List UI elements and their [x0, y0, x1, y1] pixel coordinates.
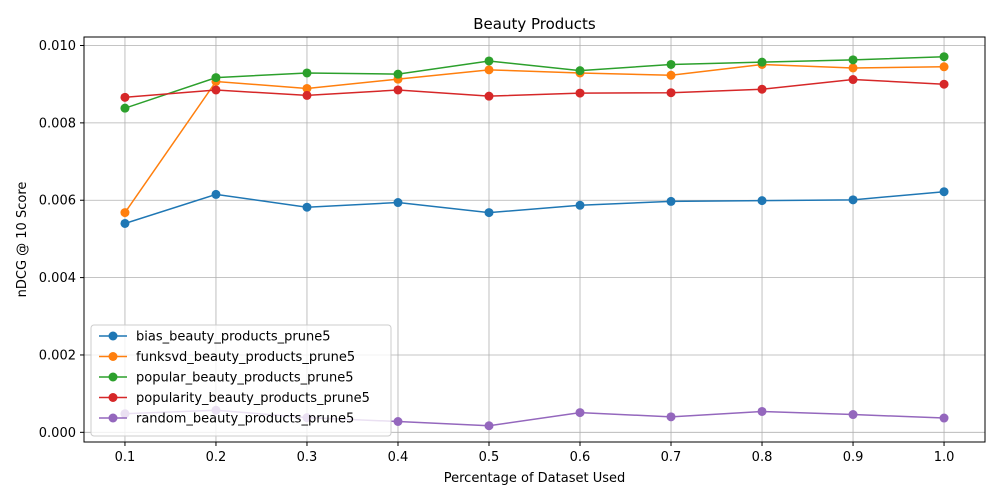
legend-box: [90, 324, 392, 437]
data-point: [848, 55, 858, 65]
data-point: [939, 52, 949, 62]
plot-frame: [83, 36, 986, 443]
legend-marker: [108, 352, 118, 361]
legend-item: random_beauty_products_prune5: [99, 412, 354, 427]
legend-label: funksvd_beauty_products_prune5: [136, 350, 355, 365]
legend-marker: [108, 393, 118, 402]
data-point: [484, 56, 494, 66]
series-line: [124, 63, 945, 214]
data-point: [757, 196, 767, 206]
legend-item: popularity_beauty_products_prune5: [99, 391, 370, 406]
data-point: [302, 202, 312, 212]
data-point: [939, 187, 949, 197]
data-point: [757, 57, 767, 67]
data-point: [848, 75, 858, 85]
x-tick-label: 0.8: [752, 450, 773, 465]
data-point: [484, 91, 494, 101]
data-point: [848, 63, 858, 73]
series-line: [124, 190, 945, 225]
data-point: [666, 88, 676, 98]
data-point: [939, 79, 949, 89]
legend-label: bias_beauty_products_prune5: [136, 330, 330, 345]
y-tick-label: 0.000: [39, 426, 76, 441]
data-point: [302, 90, 312, 100]
x-tick-label: 0.2: [206, 450, 227, 465]
x-tick-label: 0.7: [661, 450, 682, 465]
data-point: [666, 59, 676, 69]
x-tick-label: 0.6: [570, 450, 591, 465]
data-point: [120, 103, 130, 113]
x-axis-label: Percentage of Dataset Used: [444, 471, 626, 486]
data-point: [757, 84, 767, 94]
series-popular_beauty_products_prune5: [120, 52, 949, 113]
x-tick-label: 0.4: [388, 450, 409, 465]
y-tick-label: 0.010: [39, 39, 76, 54]
legend: bias_beauty_products_prune5 funksvd_beaut…: [90, 324, 392, 437]
legend-label: popularity_beauty_products_prune5: [136, 391, 370, 406]
x-axis: 0.1 0.2 0.3 0.4 0.5 0.6 0.7 0.8 0.9 1.0: [115, 442, 955, 465]
series-popularity_beauty_products_prune5: [120, 75, 949, 102]
data-point: [393, 198, 403, 208]
series-line: [124, 78, 945, 99]
data-point: [120, 208, 130, 218]
data-point: [211, 85, 221, 95]
data-point: [302, 68, 312, 78]
legend-item: funksvd_beauty_products_prune5: [99, 350, 355, 365]
data-point: [211, 73, 221, 83]
legend-marker: [108, 413, 118, 423]
data-point: [120, 92, 130, 102]
data-point: [575, 200, 585, 210]
data-point: [211, 189, 221, 199]
data-point: [666, 196, 676, 206]
y-axis-label: nDCG @ 10 Score: [15, 182, 30, 298]
data-point: [757, 406, 767, 416]
series-line: [124, 55, 945, 109]
data-point: [575, 408, 585, 418]
series-bias_beauty_products_prune5: [120, 187, 949, 228]
y-tick-label: 0.002: [39, 348, 76, 363]
y-tick-label: 0.004: [39, 271, 76, 286]
x-tick-label: 1.0: [934, 450, 955, 465]
data-point: [666, 412, 676, 422]
legend-label: popular_beauty_products_prune5: [136, 371, 353, 386]
data-point: [848, 195, 858, 205]
y-axis: 0.000 0.002 0.004 0.006 0.008 0.010: [39, 39, 84, 441]
data-point: [939, 413, 949, 423]
data-point: [393, 85, 403, 95]
data-point: [575, 66, 585, 76]
x-tick-label: 0.9: [843, 450, 864, 465]
data-point: [302, 83, 312, 93]
legend-item: bias_beauty_products_prune5: [99, 330, 330, 345]
y-tick-label: 0.006: [39, 194, 76, 209]
data-point: [393, 69, 403, 79]
data-point: [848, 410, 858, 420]
legend-marker: [108, 331, 118, 341]
data-point: [575, 88, 585, 98]
legend-label: random_beauty_products_prune5: [136, 412, 354, 427]
data-point: [120, 218, 130, 228]
legend-marker: [108, 372, 118, 382]
data-point: [666, 70, 676, 80]
legend-item: popular_beauty_products_prune5: [99, 371, 353, 386]
x-tick-label: 0.1: [115, 450, 136, 465]
data-point: [939, 62, 949, 72]
grid: [84, 37, 985, 442]
data-point: [393, 416, 403, 426]
data-point: [484, 208, 494, 218]
y-tick-label: 0.008: [39, 116, 76, 131]
data-point: [484, 65, 494, 75]
x-tick-label: 0.3: [297, 450, 318, 465]
x-tick-label: 0.5: [479, 450, 500, 465]
chart-title: Beauty Products: [473, 15, 596, 33]
data-point: [484, 421, 494, 431]
